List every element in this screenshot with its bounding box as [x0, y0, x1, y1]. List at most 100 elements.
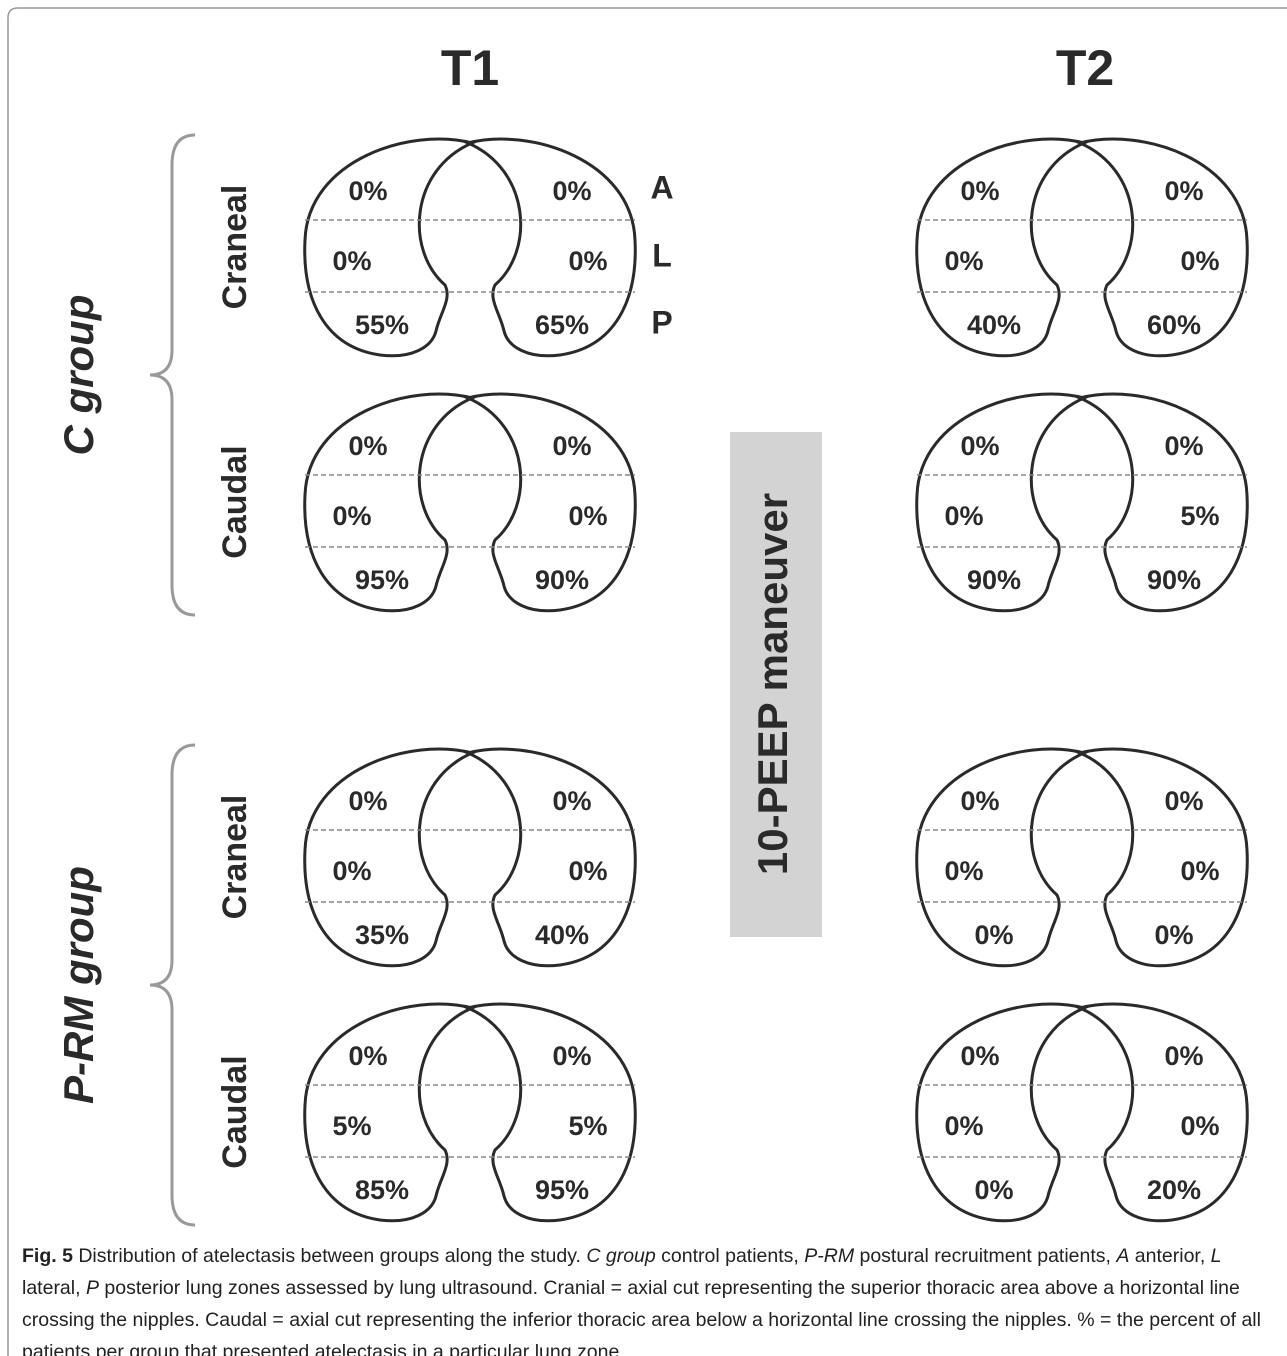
lung-outline [915, 747, 1089, 968]
column-header: T1 [441, 40, 499, 96]
zone-percent: 60% [1147, 310, 1201, 340]
caption-text: control patients, [655, 1245, 805, 1267]
maneuver-box [730, 432, 822, 937]
lung-outline [303, 137, 477, 358]
caption-text: C group [586, 1245, 656, 1267]
caption-text: L [1210, 1245, 1222, 1267]
lung-outline [1075, 747, 1249, 968]
lung-diagram: 0% 0% 5% 5% 85% 95% [303, 1002, 637, 1223]
frame [7, 7, 1287, 1356]
zone-percent: 0% [1180, 856, 1219, 886]
zone-percent: 0% [1164, 431, 1203, 461]
zone-percent: 0% [960, 431, 999, 461]
lung-outline [915, 392, 1089, 613]
lung-outline [915, 137, 1089, 358]
brace [149, 743, 196, 1227]
zone-percent: 0% [552, 1041, 591, 1071]
caption: Fig. 5 Distribution of atelectasis betwe… [22, 1240, 1272, 1356]
zone-percent: 5% [568, 1111, 607, 1141]
caption-text: A [1116, 1245, 1130, 1267]
zone-percent: 0% [552, 431, 591, 461]
zone-percent: 0% [348, 786, 387, 816]
group-label: C group [55, 295, 102, 456]
lung-diagram: 0% 0% 0% 0% 0% 20% [915, 1002, 1249, 1223]
zone-percent: 95% [355, 565, 409, 595]
caption-text: posterior lung zones assessed by lung ul… [22, 1277, 1261, 1356]
lung-outline [463, 392, 637, 613]
zone-percent: 0% [1180, 1111, 1219, 1141]
zone-percent: 40% [967, 310, 1021, 340]
zone-percent: 90% [967, 565, 1021, 595]
lung-outline [1075, 137, 1249, 358]
zone-percent: 0% [568, 856, 607, 886]
zone-percent: 0% [1164, 176, 1203, 206]
lung-diagram: 0% 0% 0% 5% 90% 90% [915, 392, 1249, 613]
zone-percent: 5% [332, 1111, 371, 1141]
zone-percent: 0% [944, 501, 983, 531]
lung-outline [1075, 392, 1249, 613]
zone-percent: 0% [944, 1111, 983, 1141]
lung-outline [303, 1002, 477, 1223]
zone-percent: 0% [960, 176, 999, 206]
zone-percent: 0% [1164, 1041, 1203, 1071]
section-label: Caudal [216, 445, 254, 558]
group-label: P-RM group [55, 866, 102, 1104]
zone-percent: 55% [355, 310, 409, 340]
zone-percent: 0% [332, 856, 371, 886]
lung-outline [463, 1002, 637, 1223]
zone-percent: 20% [1147, 1175, 1201, 1205]
zone-percent: 0% [332, 501, 371, 531]
caption-text: postural recruitment patients, [854, 1245, 1117, 1267]
zone-percent: 0% [552, 786, 591, 816]
zone-percent: 0% [960, 1041, 999, 1071]
caption-text: P-RM [804, 1245, 855, 1267]
lung-outline [463, 747, 637, 968]
zone-percent: 0% [348, 1041, 387, 1071]
zone-percent: 0% [348, 176, 387, 206]
zone-percent: 85% [355, 1175, 409, 1205]
lung-diagram: 0% 0% 0% 0% 55% 65% [303, 137, 637, 358]
zone-percent: 5% [1180, 501, 1219, 531]
zone-percent: 0% [1180, 246, 1219, 276]
lung-diagram: 0% 0% 0% 0% 95% 90% [303, 392, 637, 613]
zone-percent: 0% [974, 920, 1013, 950]
caption-label: Fig. 5 [22, 1245, 73, 1267]
caption-text: Distribution of atelectasis between grou… [72, 1245, 587, 1267]
zone-percent: 90% [1147, 565, 1201, 595]
section-label: Craneal [216, 795, 254, 920]
caption-text: anterior, [1129, 1245, 1211, 1267]
zone-percent: 0% [944, 856, 983, 886]
zone-percent: 40% [535, 920, 589, 950]
zone-percent: 0% [348, 431, 387, 461]
lung-diagram: 0% 0% 0% 0% 40% 60% [915, 137, 1249, 358]
zone-percent: 0% [1164, 786, 1203, 816]
zone-percent: 0% [332, 246, 371, 276]
zone-percent: 0% [974, 1175, 1013, 1205]
zone-percent: 35% [355, 920, 409, 950]
zone-label: P [651, 304, 672, 340]
zone-percent: 0% [960, 786, 999, 816]
zone-percent: 95% [535, 1175, 589, 1205]
zone-percent: 0% [552, 176, 591, 206]
caption-text: lateral, [22, 1277, 86, 1299]
section-label: Craneal [216, 185, 254, 310]
lung-outline [1075, 1002, 1249, 1223]
lung-outline [303, 392, 477, 613]
zone-percent: 0% [944, 246, 983, 276]
caption-text: P [85, 1277, 99, 1299]
zone-percent: 90% [535, 565, 589, 595]
zone-percent: 0% [1154, 920, 1193, 950]
zone-label: L [652, 237, 672, 273]
zone-percent: 0% [568, 501, 607, 531]
zone-percent: 65% [535, 310, 589, 340]
column-header: T2 [1056, 40, 1114, 96]
lung-outline [303, 747, 477, 968]
maneuver-label: 10-PEEP maneuver [749, 493, 796, 875]
section-label: Caudal [216, 1055, 254, 1168]
lung-diagram: 0% 0% 0% 0% 0% 0% [915, 747, 1249, 968]
brace [149, 133, 196, 617]
lung-outline [463, 137, 637, 358]
zone-label: A [650, 169, 673, 205]
